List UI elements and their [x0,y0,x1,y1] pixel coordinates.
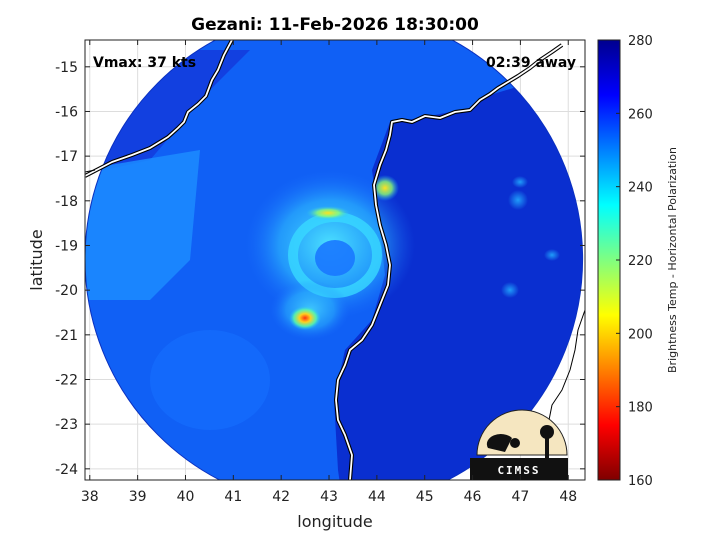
coastline-north-outside [85,169,96,173]
x-tick-label: 48 [559,489,577,505]
land-bright-spot-2 [512,176,528,188]
y-tick-label: -17 [55,149,78,165]
convection-south [289,306,321,330]
colorbar-tick-label: 180 [628,401,653,416]
logo-dish [486,434,512,452]
x-tick-label: 39 [129,489,147,505]
y-tick-label: -23 [55,417,78,433]
y-tick-label: -18 [55,194,78,210]
plot-area: Vmax: 37 kts 02:39 away CIMSS [84,39,586,481]
colorbar-label: Brightness Temp - Horizontal Polarizatio… [666,147,679,373]
convection-north [306,206,350,220]
logo-tower-top [540,425,554,439]
swath-edge [85,40,584,480]
x-tick-label: 44 [368,489,386,505]
land-bright-spot-4 [544,249,560,261]
colorbar-tick-label: 260 [628,107,653,122]
chart-title: Gezani: 11-Feb-2026 18:30:00 [191,15,479,35]
colorbar-tick-label: 280 [628,34,653,49]
x-axis-label: longitude [297,512,372,531]
x-tick-label: 40 [177,489,195,505]
y-tick-label: -19 [55,238,78,254]
plot-frame [84,39,586,481]
coastlines [85,40,585,480]
swath-sw-patch [150,330,270,430]
colorbar-tick-label: 220 [628,254,653,269]
coastline-east-outside [547,309,585,426]
convection-northeast [371,175,399,201]
colorbar-tick-label: 240 [628,181,653,196]
microwave-swath [85,40,584,480]
x-tick-label: 42 [272,489,290,505]
x-tick-label: 47 [511,489,529,505]
cimss-logo: CIMSS [470,409,568,480]
y-axis-ticks: -15 -16 -17 -18 -19 -20 -21 -22 -23 -24 [55,60,585,478]
x-tick-label: 41 [224,489,242,505]
y-tick-label: -21 [55,328,78,344]
logo-base [470,458,568,480]
logo-dish-knob [510,438,520,448]
coastline-madagascar [335,44,563,480]
y-tick-label: -24 [55,462,78,478]
y-tick-label: -22 [55,372,78,388]
x-tick-label: 43 [320,489,338,505]
y-tick-label: -15 [55,60,78,76]
colorbar: 280 260 240 220 200 180 160 Brightness Temp - … [597,34,679,489]
land-bright-spot-3 [501,282,519,298]
colorbar-tick-label: 200 [628,327,653,342]
storm-eye [315,240,355,276]
x-axis-ticks: 38 39 40 41 42 43 44 45 46 47 48 [81,40,577,505]
swath-west-band [85,150,200,300]
y-tick-label: -20 [55,283,78,299]
y-tick-label: -16 [55,104,78,120]
time-offset-annotation: 02:39 away [486,55,576,71]
x-tick-label: 38 [81,489,99,505]
x-tick-label: 46 [464,489,482,505]
x-tick-label: 45 [416,489,434,505]
logo-tower [545,436,549,458]
coastline-africa [85,40,233,177]
colorbar-tick-label: 160 [628,474,653,489]
logo-text: CIMSS [497,464,540,477]
vmax-annotation: Vmax: 37 kts [93,55,196,71]
land-bright-spot-1 [508,190,528,210]
y-axis-label: latitude [27,229,46,290]
colorbar-ticks: 280 260 240 220 200 180 160 [616,34,653,489]
